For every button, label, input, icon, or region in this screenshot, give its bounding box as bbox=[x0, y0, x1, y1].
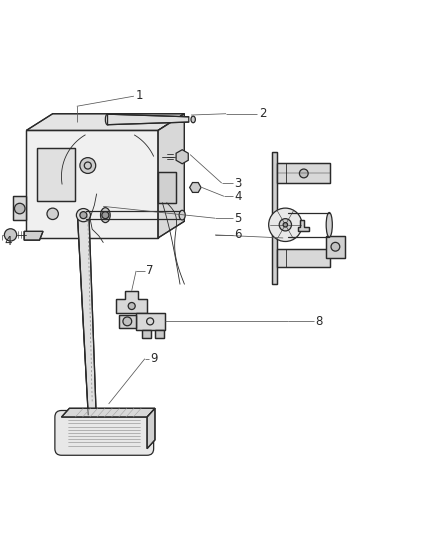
Polygon shape bbox=[297, 221, 308, 231]
Text: 9: 9 bbox=[150, 352, 158, 365]
Polygon shape bbox=[272, 152, 277, 284]
Ellipse shape bbox=[179, 211, 185, 220]
Ellipse shape bbox=[283, 213, 291, 237]
Circle shape bbox=[47, 208, 58, 220]
Text: 7: 7 bbox=[146, 264, 153, 277]
Circle shape bbox=[80, 212, 87, 219]
Polygon shape bbox=[107, 114, 188, 125]
Ellipse shape bbox=[325, 213, 332, 237]
Text: 1: 1 bbox=[136, 89, 143, 102]
Circle shape bbox=[299, 169, 307, 178]
Ellipse shape bbox=[76, 208, 90, 222]
Text: 4: 4 bbox=[4, 235, 12, 247]
Polygon shape bbox=[26, 114, 184, 131]
Polygon shape bbox=[158, 114, 184, 238]
Polygon shape bbox=[13, 196, 26, 221]
Ellipse shape bbox=[100, 208, 110, 223]
Circle shape bbox=[279, 219, 291, 231]
Text: 6: 6 bbox=[233, 229, 241, 241]
Polygon shape bbox=[37, 148, 74, 200]
Polygon shape bbox=[24, 231, 43, 240]
Text: 8: 8 bbox=[314, 315, 322, 328]
Circle shape bbox=[128, 303, 135, 310]
Circle shape bbox=[283, 223, 287, 227]
Polygon shape bbox=[141, 330, 150, 338]
Ellipse shape bbox=[191, 116, 195, 123]
Circle shape bbox=[14, 203, 25, 214]
Polygon shape bbox=[158, 172, 175, 203]
Circle shape bbox=[4, 229, 17, 241]
Polygon shape bbox=[325, 236, 345, 258]
Ellipse shape bbox=[105, 114, 110, 125]
Polygon shape bbox=[78, 220, 96, 415]
Polygon shape bbox=[116, 290, 147, 312]
Polygon shape bbox=[277, 163, 329, 183]
Text: 4: 4 bbox=[233, 190, 241, 203]
Polygon shape bbox=[147, 408, 155, 449]
Polygon shape bbox=[277, 249, 329, 266]
Circle shape bbox=[80, 158, 95, 173]
Circle shape bbox=[268, 208, 301, 241]
FancyBboxPatch shape bbox=[55, 410, 153, 455]
Text: 5: 5 bbox=[233, 212, 241, 225]
Polygon shape bbox=[26, 131, 158, 238]
Circle shape bbox=[123, 317, 131, 326]
Polygon shape bbox=[176, 150, 188, 164]
Polygon shape bbox=[189, 182, 201, 192]
Polygon shape bbox=[61, 408, 155, 417]
Circle shape bbox=[102, 212, 109, 219]
Text: 2: 2 bbox=[258, 107, 266, 120]
Circle shape bbox=[330, 243, 339, 251]
Text: 3: 3 bbox=[233, 176, 241, 190]
Polygon shape bbox=[118, 315, 136, 328]
Polygon shape bbox=[155, 330, 163, 338]
Polygon shape bbox=[136, 312, 164, 330]
